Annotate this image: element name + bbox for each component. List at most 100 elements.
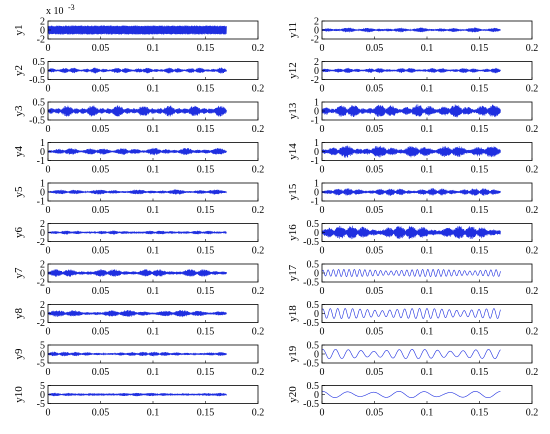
y-axis-label: y15 xyxy=(287,183,299,200)
exponent-label: x 10 xyxy=(46,6,64,17)
y-tick-label: -1 xyxy=(37,156,45,167)
x-tick-label: 0.05 xyxy=(366,124,384,135)
x-tick-label: 0.15 xyxy=(471,124,489,135)
x-tick-label: 0.2 xyxy=(252,286,265,297)
x-tick-label: 0.1 xyxy=(147,327,160,338)
y-tick-label: -5 xyxy=(37,359,45,370)
x-tick-label: 0.1 xyxy=(421,286,434,297)
y-tick-label: 0 xyxy=(314,26,319,37)
x-tick-label: 0 xyxy=(46,124,51,135)
x-tick-label: 0.2 xyxy=(252,367,265,378)
axes-frame xyxy=(321,385,533,404)
x-tick-label: 0.05 xyxy=(92,286,110,297)
x-tick-label: 0.2 xyxy=(526,124,539,135)
y-tick-label: 0 xyxy=(40,26,45,37)
x-tick-label: 0 xyxy=(320,124,325,135)
x-tick-label: 0 xyxy=(320,165,325,176)
series-y9-line xyxy=(47,351,227,357)
x-tick-label: 0.05 xyxy=(366,43,384,54)
x-tick-label: 0.2 xyxy=(252,327,265,338)
y-tick-label: -2 xyxy=(37,318,45,329)
y-tick-label: 0 xyxy=(40,350,45,361)
x-tick-label: 0.1 xyxy=(147,43,160,54)
x-tick-label: 0.2 xyxy=(526,408,539,419)
series-y3-line xyxy=(47,105,227,117)
y-tick-label: 0 xyxy=(40,188,45,199)
y-axis-label: y18 xyxy=(287,305,299,322)
y-tick-label: -1 xyxy=(311,156,319,167)
series-y18-line xyxy=(321,308,501,319)
series-y2-line xyxy=(47,67,227,74)
x-tick-label: 0.2 xyxy=(252,84,265,95)
y-axis-label: y12 xyxy=(287,62,299,79)
x-tick-label: 0.15 xyxy=(471,165,489,176)
x-tick-label: 0.1 xyxy=(147,286,160,297)
y-tick-label: -2 xyxy=(37,237,45,248)
x-tick-label: 0.05 xyxy=(92,124,110,135)
x-tick-label: 0.1 xyxy=(421,124,434,135)
x-tick-label: 0.05 xyxy=(366,246,384,257)
x-tick-label: 0.05 xyxy=(92,43,110,54)
x-tick-label: 0 xyxy=(46,367,51,378)
x-tick-label: 0.1 xyxy=(421,165,434,176)
x-tick-label: 0.15 xyxy=(471,408,489,419)
x-tick-label: 0 xyxy=(46,327,51,338)
x-tick-label: 0.05 xyxy=(92,165,110,176)
y-tick-label: 0 xyxy=(314,107,319,118)
x-tick-label: 0.05 xyxy=(92,327,110,338)
x-tick-label: 0 xyxy=(46,165,51,176)
y-axis-label: y3 xyxy=(13,105,25,117)
y-tick-label: -0.5 xyxy=(29,116,45,127)
x-tick-label: 0.15 xyxy=(197,246,215,257)
y-tick-label: -2 xyxy=(311,75,319,86)
y-tick-label: 1 xyxy=(40,138,45,149)
x-tick-label: 0 xyxy=(320,43,325,54)
series-y1-line xyxy=(47,25,227,35)
x-tick-label: 0.2 xyxy=(526,43,539,54)
y-tick-label: 0 xyxy=(314,228,319,239)
y-axis-label: y11 xyxy=(287,22,299,38)
x-tick-label: 0.15 xyxy=(197,286,215,297)
y-tick-label: 2 xyxy=(40,260,45,271)
y-tick-label: 1 xyxy=(314,179,319,190)
y-tick-label: 0.5 xyxy=(307,219,320,230)
y-axis-label: y5 xyxy=(13,186,25,198)
y-tick-label: -1 xyxy=(311,197,319,208)
series-y4-line xyxy=(47,147,227,156)
y-tick-label: 0 xyxy=(314,269,319,280)
x-tick-label: 0 xyxy=(320,408,325,419)
x-tick-label: 0.05 xyxy=(92,84,110,95)
y-axis-label: y2 xyxy=(13,65,25,76)
y-axis-label: y19 xyxy=(287,345,299,362)
y-axis-label: y6 xyxy=(13,227,25,239)
x-tick-label: 0.2 xyxy=(526,165,539,176)
series-y19-line xyxy=(321,349,501,359)
y-tick-label: 0 xyxy=(40,269,45,280)
x-tick-label: 0.15 xyxy=(197,367,215,378)
axes-frame xyxy=(321,344,533,364)
y-tick-label: -2 xyxy=(37,35,45,46)
x-tick-label: 0.2 xyxy=(252,408,265,419)
y-axis-label: y9 xyxy=(13,348,25,360)
y-tick-label: 0 xyxy=(40,147,45,158)
y-tick-label: 0.5 xyxy=(307,381,320,392)
x-tick-label: 0.2 xyxy=(252,246,265,257)
x-tick-label: 0.15 xyxy=(471,205,489,216)
series-y14-line xyxy=(321,145,501,158)
y-tick-label: 2 xyxy=(40,300,45,311)
y-tick-label: 2 xyxy=(314,17,319,28)
x-tick-label: 0.05 xyxy=(366,84,384,95)
axes-frame xyxy=(321,304,533,323)
